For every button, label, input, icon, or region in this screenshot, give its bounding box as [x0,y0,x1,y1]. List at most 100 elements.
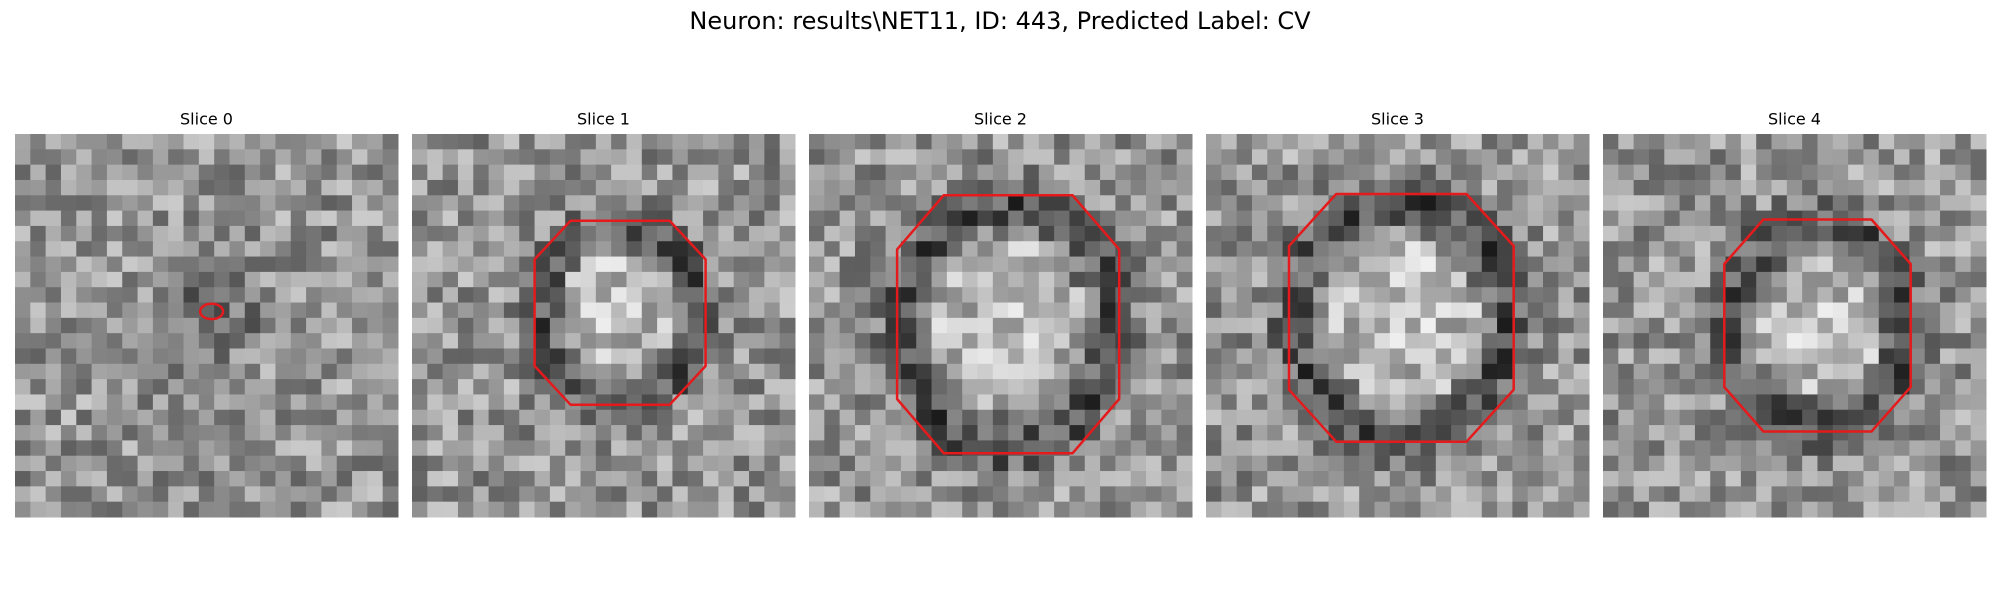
pixel [1679,256,1696,273]
pixel [657,333,673,349]
pixel [45,302,62,319]
pixel [1328,225,1345,242]
pixel [809,149,825,166]
pixel [565,501,582,518]
pixel [641,348,658,365]
pixel [946,302,963,319]
pixel [1633,195,1650,212]
pixel [1146,164,1162,181]
pixel [1679,149,1696,166]
pixel [427,241,444,258]
pixel [1420,379,1437,395]
pixel [1084,195,1101,212]
pixel [1130,363,1147,380]
panel-title: Slice 3 [1371,110,1424,129]
pixel [1389,210,1406,227]
pixel [1955,379,1972,395]
pixel [1955,455,1972,472]
pixel [1343,425,1360,441]
pixel [214,409,230,426]
pixel [1679,409,1696,426]
pixel [657,348,673,365]
pixel [1405,164,1421,181]
pixel [916,271,933,288]
pixel [1069,225,1086,242]
pixel [885,440,902,457]
pixel [549,195,566,212]
pixel [1512,287,1529,304]
pixel [1740,179,1757,196]
pixel [1313,440,1330,457]
pixel [1940,149,1956,166]
pixel [1206,256,1222,273]
pixel [1100,455,1116,472]
pixel [1970,425,1987,441]
pixel [854,149,871,166]
pixel [244,471,261,487]
pixel [76,317,93,334]
pixel [931,134,948,150]
pixel [1023,409,1040,426]
pixel [367,409,384,426]
pixel [260,348,276,365]
pixel [1161,210,1178,227]
pixel [1038,333,1055,349]
pixel [290,149,307,166]
pixel [1054,271,1070,288]
pixel [1725,241,1742,258]
pixel [352,348,368,365]
pixel [1894,379,1910,395]
pixel [60,271,77,288]
pixel [152,333,169,349]
pixel [1130,134,1147,150]
pixel [1297,149,1314,166]
pixel [1115,409,1132,426]
pixel [854,134,871,150]
pixel [1512,440,1529,457]
pixel [1940,317,1956,334]
pixel [626,440,643,457]
pixel [503,455,520,472]
pixel [1710,164,1727,181]
pixel [611,179,627,196]
pixel [183,164,200,181]
pixel [1435,501,1452,518]
pixel [106,287,123,304]
pixel [60,149,77,166]
pixel [275,486,292,503]
pixel [137,440,154,457]
pixel [809,363,825,380]
pixel [1603,440,1619,457]
pixel [1161,363,1178,380]
pixel [1832,440,1849,457]
pixel [260,210,276,227]
pixel [764,486,781,503]
pixel [1054,348,1070,365]
pixel [1527,363,1544,380]
pixel [824,225,841,242]
pixel [1679,271,1696,288]
pixel [1940,195,1956,212]
pixel [1466,164,1483,181]
pixel [1435,164,1452,181]
pixel [1146,241,1162,258]
pixel [1603,348,1619,365]
pixel [1894,225,1910,242]
pixel [1481,241,1498,258]
pixel [595,210,612,227]
pixel [1313,179,1330,196]
pixel [442,455,459,472]
pixel [427,409,444,426]
pixel [45,471,62,487]
pixel [306,455,322,472]
pixel [1694,501,1711,518]
pixel [1527,455,1544,472]
pixel [657,179,673,196]
pixel [1710,348,1727,365]
pixel [1405,471,1421,487]
pixel [611,256,627,273]
pixel [1161,256,1178,273]
pixel [1282,134,1299,150]
pixel [1282,363,1299,380]
pixel [306,149,322,166]
